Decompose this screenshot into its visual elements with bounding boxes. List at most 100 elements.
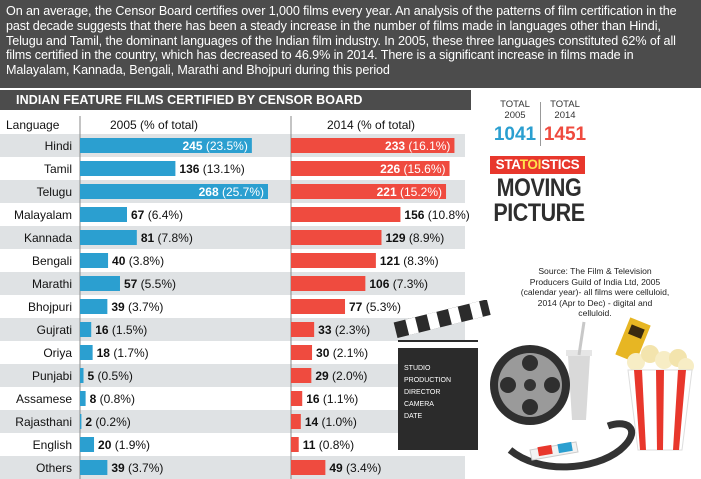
- row-stripe: [0, 410, 465, 433]
- bar-2014-tamil: [291, 161, 450, 176]
- total-2005-label-line2: 2005: [504, 109, 526, 121]
- bar-2014-punjabi: [291, 368, 312, 383]
- column-header-language: Language: [6, 118, 60, 132]
- data-label-2005-hindi: 245 (23.5%): [182, 139, 247, 153]
- series-label-2005: 2005 (% of total): [110, 118, 198, 132]
- category-label-others: Others: [36, 461, 72, 475]
- clapper-label-studio: STUDIO: [404, 365, 431, 372]
- bar-2005-tamil: [80, 161, 176, 176]
- total-2005-label-line1: TOTAL: [500, 99, 530, 110]
- total-2014-label-line1: TOTAL: [550, 99, 580, 110]
- headline-line1: MOVING: [496, 174, 582, 202]
- category-label-kannada: Kannada: [24, 231, 72, 245]
- bar-2005-kannada: [80, 230, 137, 245]
- data-label-2005-punjabi: 5 (0.5%): [88, 369, 133, 383]
- data-label-2014-malayalam: 156 (10.8%): [404, 208, 469, 222]
- bar-2014-hindi: [291, 138, 455, 153]
- bar-2005-bengali: [80, 253, 109, 268]
- bar-2005-gujrati: [80, 322, 92, 337]
- bar-2005-assamese: [80, 391, 86, 406]
- total-2005: TOTAL 2005 1041: [490, 99, 540, 146]
- totals-divider: [540, 102, 541, 146]
- drink-cup-icon: [566, 321, 592, 420]
- bar-2014-marathi: [291, 276, 366, 291]
- category-label-marathi: Marathi: [32, 277, 72, 291]
- data-label-2014-english: 11 (0.8%): [303, 438, 354, 452]
- data-label-2005-marathi: 57 (5.5%): [124, 277, 176, 291]
- category-label-rajasthani: Rajasthani: [15, 415, 72, 429]
- row-stripe: [0, 364, 465, 387]
- brand-part3: STICS: [541, 157, 580, 172]
- row-stripe: [0, 456, 465, 479]
- 3d-glasses-icon: [529, 441, 579, 461]
- bar-2014-english: [291, 437, 299, 452]
- data-label-2005-tamil: 136 (13.1%): [179, 162, 244, 176]
- data-label-2014-bengali: 121 (8.3%): [380, 254, 439, 268]
- data-label-2014-punjabi: 29 (2.0%): [315, 369, 367, 383]
- clapper-label-production: PRODUCTION: [404, 377, 451, 384]
- category-label-bhojpuri: Bhojpuri: [28, 300, 72, 314]
- bar-2014-kannada: [291, 230, 382, 245]
- bar-2014-bhojpuri: [291, 299, 346, 314]
- data-label-2014-marathi: 106 (7.3%): [369, 277, 428, 291]
- data-label-2005-oriya: 18 (1.7%): [97, 346, 149, 360]
- bar-2005-rajasthani: [80, 414, 82, 429]
- data-label-2005-malayalam: 67 (6.4%): [131, 208, 183, 222]
- data-label-2014-gujrati: 33 (2.3%): [318, 323, 370, 337]
- category-label-malayalam: Malayalam: [14, 208, 72, 222]
- data-label-2014-bhojpuri: 77 (5.3%): [349, 300, 401, 314]
- chart-title: INDIAN FEATURE FILMS CERTIFIED BY CENSOR…: [16, 93, 363, 107]
- chart-title-bar: INDIAN FEATURE FILMS CERTIFIED BY CENSOR…: [0, 90, 471, 110]
- clapper-label-date: DATE: [404, 413, 422, 420]
- clapper-label-camera: CAMERA: [404, 401, 434, 408]
- data-label-2005-bhojpuri: 39 (3.7%): [111, 300, 163, 314]
- cinema-illustration: STUDIO PRODUCTION DIRECTOR CAMERA DATE: [393, 300, 694, 471]
- data-label-2014-tamil: 226 (15.6%): [380, 162, 445, 176]
- data-label-2005-english: 20 (1.9%): [98, 438, 150, 452]
- bar-2014-others: [291, 460, 326, 475]
- data-label-2014-others: 49 (3.4%): [329, 461, 381, 475]
- data-label-2014-hindi: 233 (16.1%): [385, 139, 450, 153]
- film-reel-icon: [490, 345, 636, 471]
- total-2005-value: 1041: [493, 124, 537, 145]
- series-label-2014: 2014 (% of total): [327, 118, 415, 132]
- ticket-icon: [615, 317, 651, 363]
- source-note: Source: The Film & Television Producers …: [520, 266, 670, 318]
- bar-2005-malayalam: [80, 207, 127, 222]
- category-label-telugu: Telugu: [37, 185, 72, 199]
- bar-2014-malayalam: [291, 207, 401, 222]
- intro-text: On an average, the Censor Board certifie…: [6, 4, 677, 78]
- bar-2014-assamese: [291, 391, 303, 406]
- bar-2005-bhojpuri: [80, 299, 108, 314]
- bar-2014-bengali: [291, 253, 376, 268]
- data-label-2005-gujrati: 16 (1.5%): [95, 323, 147, 337]
- clapper-label-director: DIRECTOR: [404, 389, 440, 396]
- data-label-2005-others: 39 (3.7%): [111, 461, 163, 475]
- total-2014-label-line2: 2014: [554, 109, 576, 121]
- data-label-2014-oriya: 30 (2.1%): [316, 346, 368, 360]
- totals-panel: TOTAL 2005 1041 TOTAL 2014 1451: [490, 99, 590, 150]
- data-label-2005-kannada: 81 (7.8%): [141, 231, 193, 245]
- category-label-bengali: Bengali: [32, 254, 72, 268]
- bar-2005-oriya: [80, 345, 93, 360]
- category-label-gujrati: Gujrati: [37, 323, 72, 337]
- category-label-assamese: Assamese: [16, 392, 72, 406]
- bar-2005-punjabi: [80, 368, 84, 383]
- data-label-2005-rajasthani: 2 (0.2%): [85, 415, 130, 429]
- data-label-2014-assamese: 16 (1.1%): [306, 392, 358, 406]
- bar-2014-rajasthani: [291, 414, 301, 429]
- data-label-2005-bengali: 40 (3.8%): [112, 254, 164, 268]
- data-label-2005-telugu: 268 (25.7%): [199, 185, 264, 199]
- clapperboard-icon: STUDIO PRODUCTION DIRECTOR CAMERA DATE: [393, 300, 491, 450]
- data-label-2014-kannada: 129 (8.9%): [385, 231, 444, 245]
- data-label-2014-telugu: 221 (15.2%): [377, 185, 442, 199]
- bar-2005-marathi: [80, 276, 120, 291]
- brand-logo: STATOISTICS: [490, 156, 585, 174]
- category-label-english: English: [33, 438, 72, 452]
- bar-2014-gujrati: [291, 322, 315, 337]
- bar-2005-english: [80, 437, 95, 452]
- intro-panel: On an average, the Censor Board certifie…: [0, 0, 701, 88]
- bar-2005-telugu: [80, 184, 268, 199]
- category-label-punjabi: Punjabi: [32, 369, 72, 383]
